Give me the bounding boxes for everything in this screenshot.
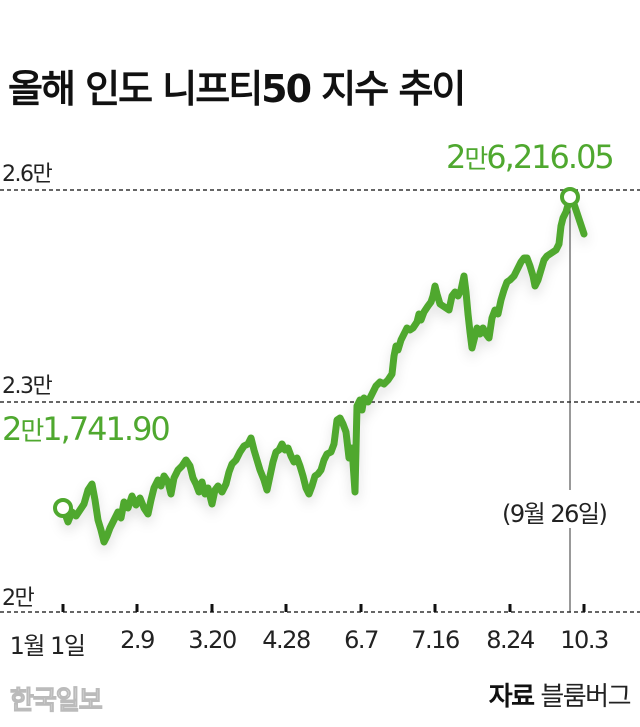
x-label-mar20: 3.20: [188, 626, 237, 654]
x-label-jan1: 1월 1일: [9, 632, 86, 660]
source-credit: 자료 블룸버그: [488, 676, 632, 713]
x-label-aug24: 8.24: [486, 626, 535, 654]
x-label-feb9: 2.9: [120, 626, 155, 654]
start-value-callout: 2만1,741.90: [2, 410, 171, 448]
x-label-apr28: 4.28: [262, 626, 311, 654]
index-line: [59, 194, 588, 546]
y-label-20000: 2만: [2, 586, 35, 611]
x-label-jun7: 6.7: [344, 626, 379, 654]
source-label: 자료: [488, 682, 535, 712]
gridlines: [0, 189, 640, 613]
peak-value-callout: 2만6,216.05: [446, 138, 615, 176]
y-label-26000: 2.6만: [2, 162, 53, 187]
y-label-23000: 2.3만: [2, 374, 53, 399]
source-name: 블룸버그: [540, 682, 631, 712]
x-label-jul16: 7.16: [411, 626, 460, 654]
peak-point-marker: [560, 187, 580, 207]
chart-title: 올해 인도 니프티50 지수 추이: [8, 67, 466, 111]
peak-date-label: (9월 26일): [502, 500, 608, 528]
start-point-marker: [53, 498, 73, 518]
publisher-logo: 한국일보: [10, 686, 104, 717]
x-label-oct3: 10.3: [560, 626, 609, 654]
x-ticks: [61, 604, 586, 612]
